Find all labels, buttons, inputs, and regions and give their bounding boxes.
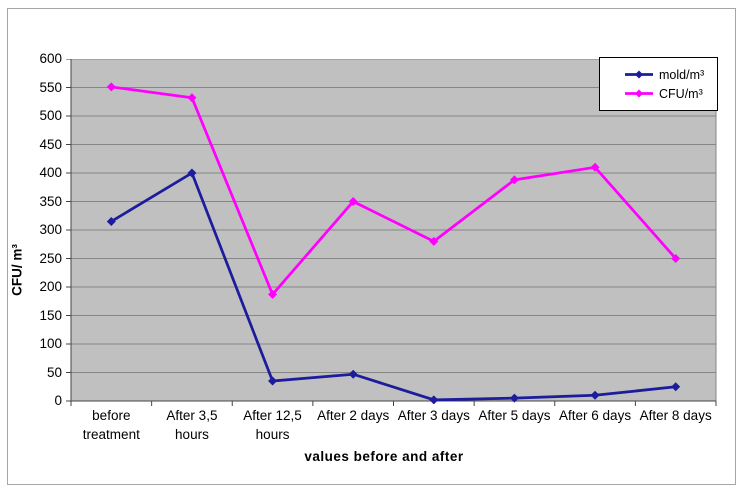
x-category-label: After 8 days bbox=[639, 408, 712, 423]
x-category-label: before treatment bbox=[82, 408, 140, 442]
y-tick-label: 50 bbox=[46, 364, 62, 380]
x-category-label: After 3,5 hours bbox=[166, 408, 218, 442]
x-category-label: After 3 days bbox=[397, 408, 470, 423]
x-axis-title: values before and after bbox=[304, 449, 464, 464]
plot-area bbox=[66, 59, 717, 406]
y-tick-label: 500 bbox=[39, 108, 62, 123]
legend-item: mold/m³ bbox=[625, 68, 717, 82]
x-category-label: After 5 days bbox=[478, 408, 551, 423]
x-category-label: After 2 days bbox=[317, 408, 390, 423]
y-tick-label: 600 bbox=[39, 51, 62, 66]
legend-label: mold/m³ bbox=[659, 67, 705, 82]
legend-label: CFU/m³ bbox=[659, 86, 703, 101]
legend: mold/m³ CFU/m³ bbox=[599, 57, 718, 111]
y-tick-label: 100 bbox=[39, 336, 62, 351]
legend-line-sample-icon bbox=[625, 89, 653, 98]
y-tick-label: 400 bbox=[39, 165, 62, 180]
legend-line-sample-icon bbox=[625, 70, 653, 79]
y-tick-label: 200 bbox=[39, 279, 62, 294]
y-tick-label: 0 bbox=[54, 393, 62, 408]
y-tick-label: 150 bbox=[39, 307, 62, 323]
y-tick-label: 250 bbox=[39, 250, 62, 266]
y-tick-label: 450 bbox=[39, 136, 62, 152]
x-category-label: After 6 days bbox=[559, 408, 632, 423]
legend-item: CFU/m³ bbox=[625, 87, 717, 101]
y-tick-label: 350 bbox=[39, 193, 62, 209]
x-category-label: After 12,5 hours bbox=[243, 408, 302, 442]
y-tick-label: 300 bbox=[39, 222, 62, 237]
y-tick-label: 550 bbox=[39, 79, 62, 95]
